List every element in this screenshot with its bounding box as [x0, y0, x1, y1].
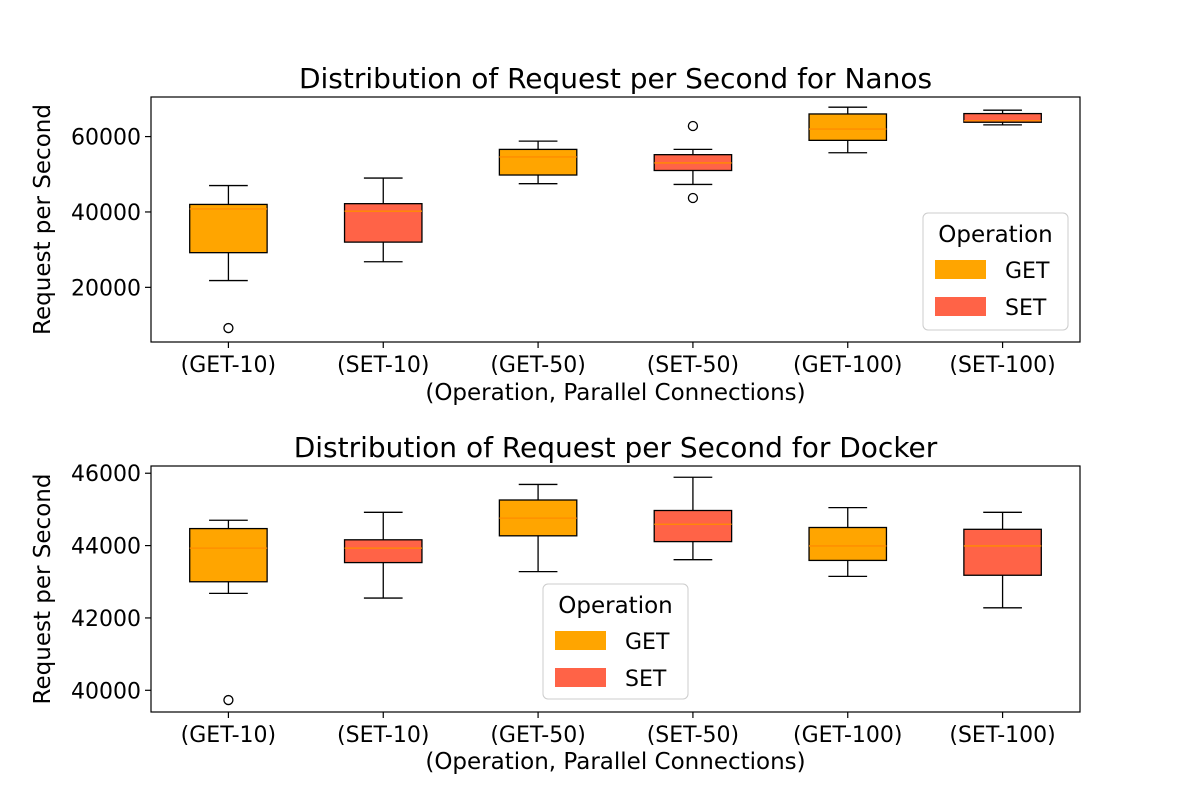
y-tick-label: 40000 [71, 679, 141, 704]
legend-label-set: SET [1005, 296, 1047, 321]
legend-swatch-get [555, 631, 606, 650]
box-get-10 [189, 519, 268, 706]
x-tick-label: (SET-10) [337, 353, 429, 378]
y-tick-label: 44000 [71, 535, 141, 560]
y-tick-label: 20000 [71, 276, 141, 301]
box-body [963, 112, 1042, 123]
box-body [653, 509, 733, 543]
box-get-50 [498, 140, 578, 185]
plot-frame [150, 465, 1081, 713]
outlier-point [687, 120, 699, 132]
x-tick-label: (GET-10) [181, 353, 276, 378]
x-tick-label: (SET-10) [337, 723, 429, 748]
legend-swatch-set [555, 668, 606, 687]
x-tick-label: (GET-100) [793, 723, 902, 748]
chart-2: Distribution of Request per Second for D… [30, 431, 1081, 775]
box-get-100 [808, 106, 888, 154]
y-axis-label: Request per Second [30, 104, 56, 335]
box-set-100 [963, 511, 1042, 609]
legend-label-get: GET [1005, 259, 1050, 284]
legend: Operation GET SET [922, 212, 1069, 331]
x-tick-label: (SET-100) [949, 353, 1055, 378]
y-tick-label: 40000 [71, 201, 141, 226]
box-body [963, 528, 1042, 576]
box-body [343, 203, 423, 243]
legend-title: Operation [558, 593, 672, 619]
box-set-50 [653, 120, 733, 204]
box-set-10 [343, 511, 423, 599]
box-set-100 [963, 109, 1042, 126]
box-set-50 [653, 476, 733, 561]
x-tick-label: (GET-10) [181, 723, 276, 748]
x-tick-label: (SET-100) [949, 723, 1055, 748]
x-axis-label: (Operation, Parallel Connections) [425, 380, 805, 406]
y-tick-label: 46000 [71, 462, 141, 487]
outlier-point [223, 694, 234, 706]
x-tick-label: (GET-50) [490, 353, 585, 378]
outlier-point [223, 322, 234, 334]
legend-title: Operation [938, 222, 1052, 248]
legend-label-get: GET [625, 630, 670, 655]
chart-title: Distribution of Request per Second for N… [299, 62, 932, 95]
x-tick-label: (SET-50) [647, 353, 739, 378]
box-get-100 [808, 506, 888, 577]
plot-frame [150, 96, 1081, 343]
box-set-10 [343, 177, 423, 263]
legend-swatch-set [935, 297, 986, 316]
legend: Operation GET SET [542, 583, 689, 700]
y-tick-label: 42000 [71, 607, 141, 632]
legend-swatch-get [935, 260, 986, 279]
outlier-point [687, 192, 699, 204]
box-body [189, 203, 268, 254]
box-get-50 [498, 483, 578, 573]
chart-1: Distribution of Request per Second for N… [30, 62, 1081, 406]
x-tick-label: (GET-100) [793, 353, 902, 378]
legend-label-set: SET [625, 667, 667, 692]
box-body [189, 527, 268, 583]
box-body [498, 148, 578, 176]
y-axis-label: Request per Second [30, 474, 56, 705]
box-body [343, 539, 423, 564]
y-tick-label: 60000 [71, 126, 141, 151]
box-body [808, 113, 888, 141]
x-tick-label: (SET-50) [647, 723, 739, 748]
box-body [808, 526, 888, 562]
box-get-10 [189, 184, 268, 334]
x-axis-label: (Operation, Parallel Connections) [425, 749, 805, 775]
chart-title: Distribution of Request per Second for D… [294, 431, 938, 464]
x-tick-label: (GET-50) [490, 723, 585, 748]
